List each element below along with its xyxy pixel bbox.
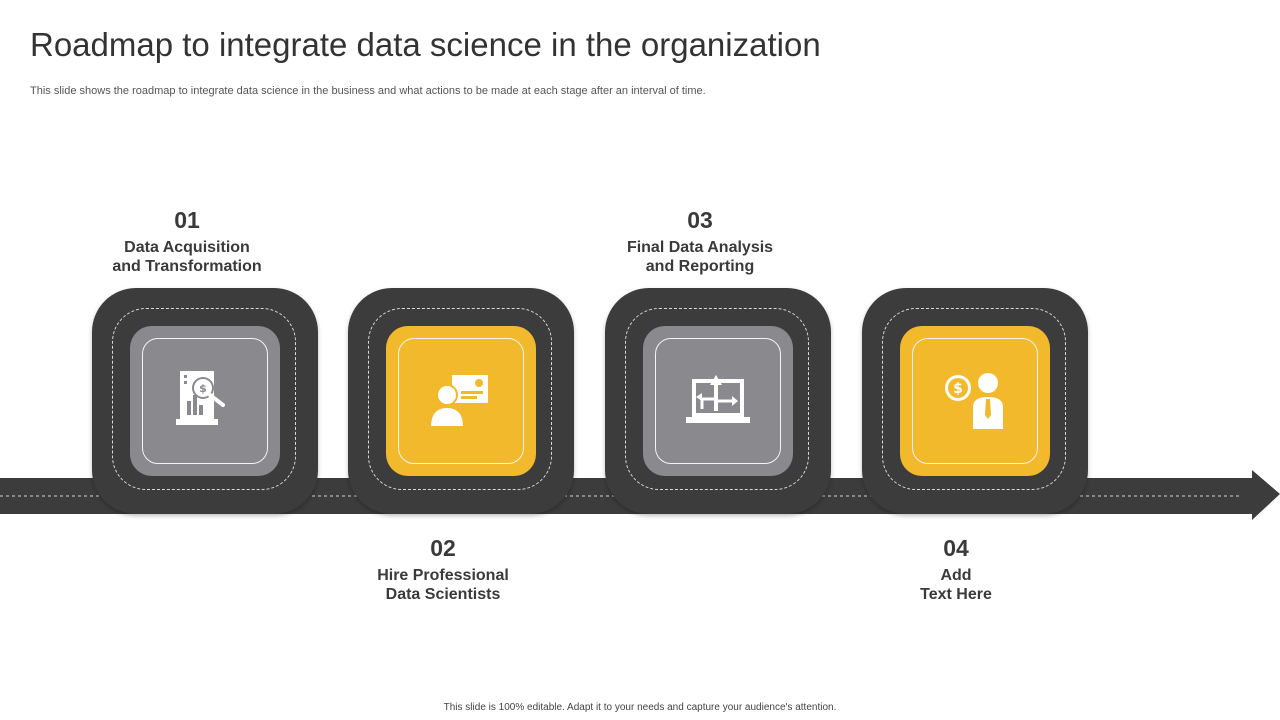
step-text: Final Data Analysis and Reporting: [590, 238, 810, 276]
step-box-4: $: [862, 288, 1088, 514]
step-label-3: 03 Final Data Analysis and Reporting: [590, 207, 810, 276]
step-dashed-ring: [882, 308, 1066, 490]
step-box-2: [348, 288, 574, 514]
step-label-2: 02 Hire Professional Data Scientists: [333, 535, 553, 604]
step-box-1: $: [92, 288, 318, 514]
step-text-line1: Hire Professional: [377, 567, 509, 584]
svg-text:$: $: [199, 382, 207, 395]
step-number: 03: [687, 207, 713, 233]
step-box-3: [605, 288, 831, 514]
step-number: 01: [174, 207, 200, 233]
svg-text:$: $: [953, 381, 963, 397]
step-tile-inner-border: [398, 338, 524, 464]
step-text-line1: Add: [940, 567, 972, 584]
step-tile-inner-border: [142, 338, 268, 464]
presenter-icon: [428, 375, 488, 428]
step-dashed-ring: [625, 308, 809, 490]
step-tile-2: [386, 326, 536, 476]
step-text-line1: Data Acquisition: [124, 239, 250, 256]
step-label-1: 01 Data Acquisition and Transformation: [77, 207, 297, 276]
step-text: Add Text Here: [846, 566, 1066, 604]
slide-footer: This slide is 100% editable. Adapt it to…: [443, 702, 837, 713]
step-tile-inner-border: [912, 338, 1038, 464]
step-number: 04: [943, 535, 969, 561]
step-tile-4: $: [900, 326, 1050, 476]
step-text-line1: Final Data Analysis: [626, 239, 774, 256]
step-tile-3: [643, 326, 793, 476]
step-label-4: 04 Add Text Here: [846, 535, 1066, 604]
step-dashed-ring: [112, 308, 296, 490]
step-tile-inner-border: [655, 338, 781, 464]
step-number: 02: [430, 535, 456, 561]
step-text-line2: Data Scientists: [385, 586, 501, 603]
laptop-arrows-icon: [686, 375, 750, 423]
slide-subtitle: This slide shows the roadmap to integrat…: [30, 85, 706, 97]
step-text: Hire Professional Data Scientists: [333, 566, 553, 604]
step-text-line2: Text Here: [920, 586, 992, 603]
step-dashed-ring: [368, 308, 552, 490]
step-text: Data Acquisition and Transformation: [77, 238, 297, 276]
slide-title: Roadmap to integrate data science in the…: [30, 26, 821, 63]
step-text-line2: and Reporting: [645, 258, 755, 275]
step-text-line2: and Transformation: [112, 258, 262, 275]
money-person-icon: $: [945, 373, 1003, 429]
report-search-icon: $: [176, 371, 225, 425]
step-tile-1: $: [130, 326, 280, 476]
